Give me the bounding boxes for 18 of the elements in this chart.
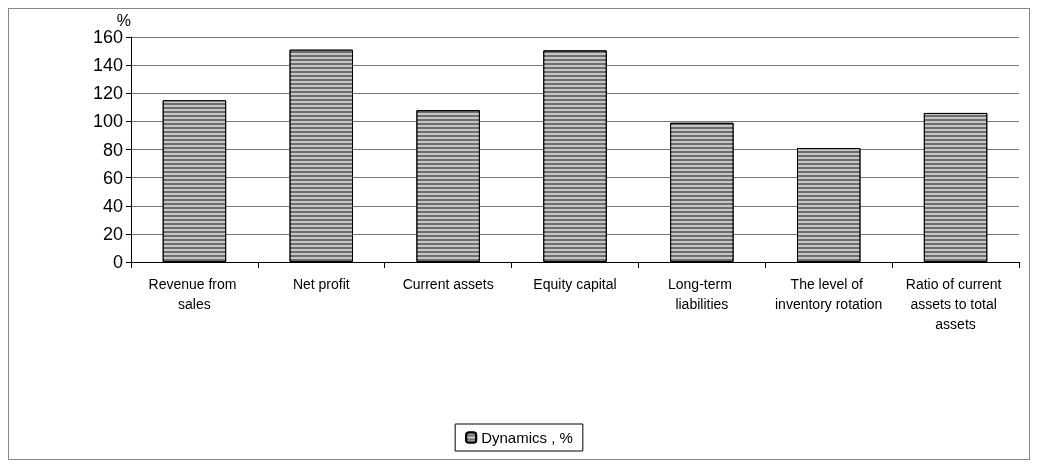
y-tick-label: 20 [102,223,123,244]
x-tick-label: Ratio of current assets to total assets [905,276,1006,332]
y-tick-label: 60 [102,167,123,188]
y-axis-title: % [116,11,131,29]
x-tick-label: The level of inventory rotation [775,276,883,312]
x-tick-label: Equity capital [533,276,617,292]
y-tick-label: 120 [92,83,123,104]
y-tick-label: 140 [92,55,123,76]
y-tick-label: 0 [112,252,123,272]
x-tick-label: Long-term liabilities [668,276,736,312]
y-tick-label: 160 [92,27,123,47]
x-tick-label: Current assets [402,276,494,292]
x-tick-label: Net profit [292,276,350,292]
x-tick-label: Revenue from sales [148,276,241,312]
legend-label: Dynamics , % [481,429,573,446]
y-tick-label: 80 [102,139,123,160]
y-tick-label: 100 [92,111,123,132]
y-tick-label: 40 [102,195,123,216]
